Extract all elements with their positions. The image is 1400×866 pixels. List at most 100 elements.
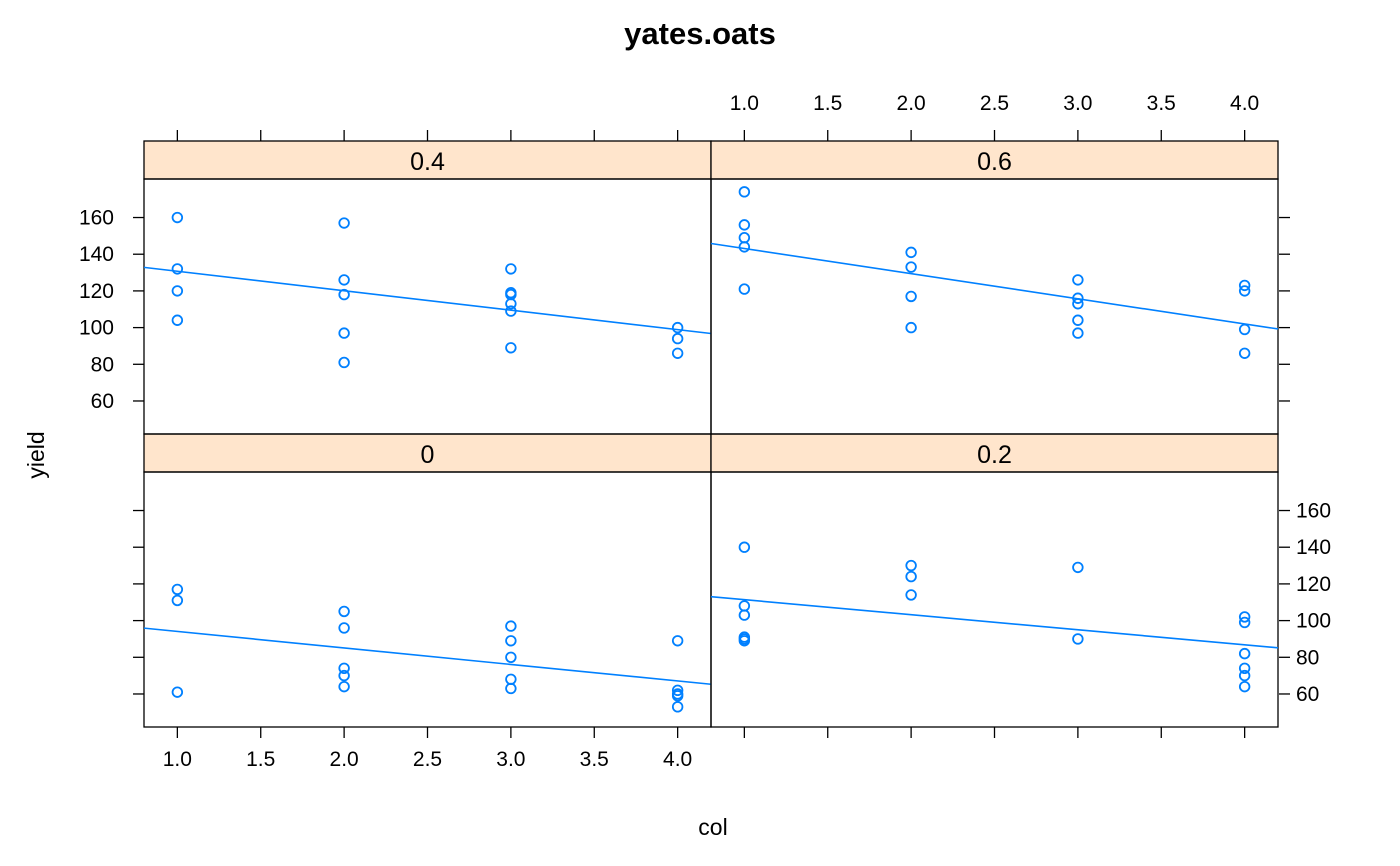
panel-strip-label: 0.6	[977, 148, 1012, 176]
y-tick-label: 120	[79, 280, 114, 303]
data-point	[338, 622, 350, 634]
y-tick-label: 100	[1296, 610, 1331, 633]
data-point	[505, 635, 517, 647]
data-point	[1238, 647, 1251, 660]
data-point	[905, 261, 917, 273]
data-point	[905, 321, 917, 334]
data-point	[1072, 298, 1084, 310]
x-tick-label: 2.5	[413, 748, 442, 771]
data-point	[505, 298, 517, 310]
data-point	[505, 651, 517, 663]
data-point	[671, 321, 684, 334]
data-point	[671, 701, 684, 713]
data-point	[171, 285, 184, 297]
panel-strip	[710, 140, 1279, 180]
regression-line	[143, 627, 712, 686]
data-point	[671, 690, 684, 702]
data-point	[171, 583, 184, 596]
data-point	[905, 589, 917, 601]
x-tick-label: 2.5	[980, 92, 1009, 115]
regression-line	[710, 242, 1279, 330]
data-point	[738, 232, 751, 244]
x-tick-label: 2.0	[897, 92, 926, 115]
y-tick-label: 60	[1296, 683, 1319, 706]
y-tick-label: 160	[1296, 500, 1331, 523]
regression-line	[710, 595, 1279, 649]
x-tick-label: 3.5	[1147, 92, 1176, 115]
data-point	[738, 241, 751, 253]
data-point	[1238, 616, 1251, 629]
x-tick-label: 4.0	[663, 748, 692, 771]
panel-frame	[143, 471, 712, 728]
data-point	[671, 684, 684, 697]
data-point	[338, 217, 350, 229]
data-point	[338, 288, 350, 301]
data-point	[738, 283, 751, 295]
panel: 0.4	[143, 140, 712, 435]
data-point	[1238, 347, 1251, 359]
data-point	[671, 347, 684, 359]
data-point	[1238, 285, 1251, 297]
x-tick-label: 3.0	[496, 748, 525, 771]
y-tick-label: 80	[91, 353, 114, 376]
data-point	[171, 263, 184, 275]
data-point	[1238, 680, 1251, 693]
data-point	[1072, 274, 1084, 286]
data-point	[1238, 669, 1251, 682]
data-point	[171, 686, 184, 698]
x-tick-label: 1.5	[246, 748, 275, 771]
plot-layer: 0 0.2 0.4 0.6 1.0 1.5 2.0 2.5 3.0 3.5 4.0 1.0 1.5 2.0…	[79, 92, 1331, 771]
panel: 0.2	[710, 433, 1279, 728]
data-point	[171, 211, 184, 224]
data-point	[905, 570, 917, 583]
data-point	[171, 314, 184, 326]
chart-title: yates.oats	[624, 16, 776, 51]
x-tick-label: 3.0	[1063, 92, 1092, 115]
data-point	[338, 356, 350, 369]
panel-frame	[143, 178, 712, 435]
data-point	[1238, 279, 1251, 292]
panel-strip	[710, 433, 1279, 473]
y-tick-label: 100	[79, 317, 114, 340]
y-tick-label: 60	[91, 390, 114, 413]
data-point	[171, 594, 184, 607]
data-point	[338, 327, 350, 339]
data-point	[1072, 561, 1084, 574]
data-point	[905, 290, 917, 303]
data-point	[505, 620, 517, 632]
x-tick-label: 2.0	[330, 748, 359, 771]
data-point	[738, 219, 751, 231]
data-point	[505, 263, 517, 275]
data-point	[505, 673, 517, 686]
data-point	[1072, 314, 1084, 326]
data-point	[505, 305, 517, 317]
data-point	[671, 332, 684, 345]
y-tick-label: 140	[1296, 536, 1331, 559]
x-tick-label: 1.0	[730, 92, 759, 115]
panel-strip	[143, 433, 712, 473]
data-point	[338, 669, 350, 682]
data-point	[671, 635, 684, 647]
panel-strip-label: 0.2	[977, 441, 1012, 469]
panel: 0.6	[710, 140, 1279, 435]
y-tick-label: 160	[79, 207, 114, 230]
x-tick-label: 1.5	[813, 92, 842, 115]
data-point	[1238, 611, 1251, 623]
data-point	[738, 600, 751, 612]
data-point	[1072, 292, 1084, 304]
regression-line	[143, 266, 712, 335]
data-point	[1072, 327, 1084, 339]
y-tick-label: 80	[1296, 646, 1319, 669]
x-tick-label: 1.0	[163, 748, 192, 771]
panel-strip-label: 0.4	[410, 148, 445, 176]
panel-frame	[710, 471, 1279, 728]
y-axis-label: yield	[23, 431, 49, 478]
panel-strip-label: 0	[421, 441, 435, 469]
data-point	[338, 274, 350, 286]
data-point	[338, 662, 350, 674]
y-tick-label: 120	[1296, 573, 1331, 596]
data-point	[338, 680, 350, 693]
data-point	[338, 605, 350, 618]
data-point	[1238, 323, 1251, 336]
